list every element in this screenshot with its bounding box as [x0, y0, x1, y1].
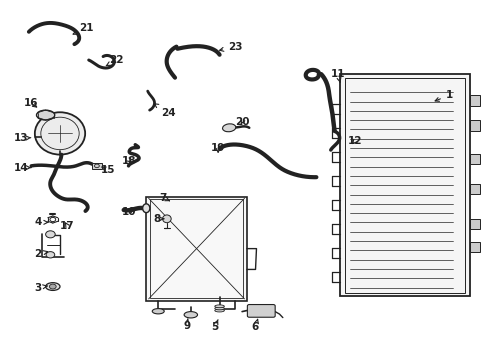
Text: 2: 2: [35, 249, 48, 259]
Bar: [92, 163, 102, 169]
Ellipse shape: [222, 124, 235, 132]
Text: 23: 23: [219, 42, 242, 51]
Text: 3: 3: [35, 283, 47, 293]
Bar: [469, 242, 479, 252]
Bar: [469, 120, 479, 131]
Bar: [345, 78, 464, 293]
Circle shape: [46, 252, 55, 258]
Ellipse shape: [214, 305, 224, 308]
Bar: [340, 74, 469, 296]
Text: 7: 7: [159, 193, 169, 203]
Text: 19: 19: [210, 143, 225, 153]
Text: 4: 4: [35, 217, 48, 227]
Ellipse shape: [37, 110, 55, 120]
Text: 8: 8: [153, 214, 163, 224]
Text: 16: 16: [24, 98, 39, 108]
Ellipse shape: [45, 283, 60, 291]
Text: 6: 6: [251, 319, 259, 333]
Text: 14: 14: [14, 163, 31, 173]
Ellipse shape: [152, 309, 164, 314]
Text: 11: 11: [330, 69, 345, 82]
Ellipse shape: [162, 215, 171, 223]
Text: 13: 13: [14, 133, 31, 143]
Text: 20: 20: [234, 117, 249, 127]
Ellipse shape: [214, 309, 224, 312]
Ellipse shape: [214, 307, 224, 310]
Bar: [469, 184, 479, 194]
Circle shape: [45, 231, 55, 238]
Ellipse shape: [35, 112, 85, 154]
Bar: [150, 199, 243, 298]
Text: 12: 12: [347, 136, 361, 146]
Text: 22: 22: [106, 55, 123, 66]
Ellipse shape: [184, 312, 197, 318]
Text: 9: 9: [183, 319, 190, 332]
Bar: [146, 197, 246, 301]
Ellipse shape: [142, 204, 149, 213]
Text: 18: 18: [122, 156, 137, 166]
Text: 5: 5: [210, 320, 218, 333]
Bar: [469, 153, 479, 164]
Circle shape: [49, 284, 56, 289]
Bar: [469, 219, 479, 229]
Text: 1: 1: [434, 90, 452, 101]
Text: 17: 17: [60, 221, 75, 231]
Bar: [469, 95, 479, 106]
Text: 15: 15: [101, 165, 115, 175]
FancyBboxPatch shape: [247, 305, 275, 317]
Text: 10: 10: [122, 207, 137, 217]
Text: 21: 21: [73, 23, 94, 34]
Text: 24: 24: [154, 104, 175, 118]
